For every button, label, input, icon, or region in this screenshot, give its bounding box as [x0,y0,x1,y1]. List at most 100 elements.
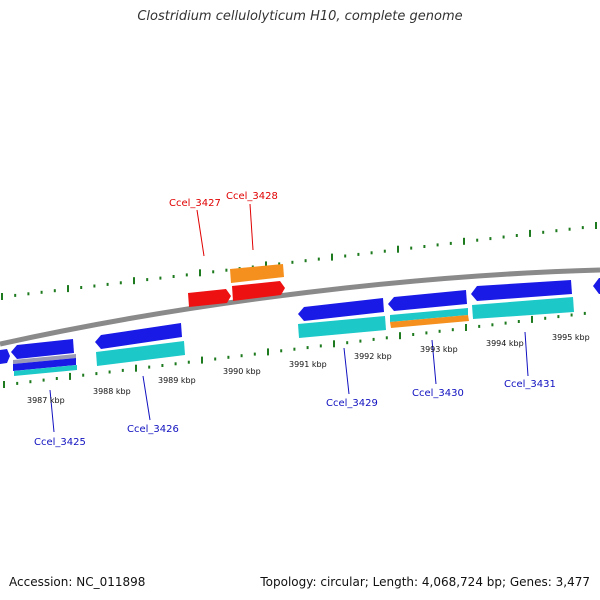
forward-tick [119,281,122,285]
forward-tick [185,273,188,277]
forward-tick [502,235,505,239]
reverse-tick [293,347,296,351]
gene-ccel-3428-orange-bar[interactable] [230,264,284,283]
forward-tick [397,245,399,253]
forward-tick [555,229,558,233]
forward-tick [93,284,96,288]
reverse-strand-features [0,278,600,376]
gene-label-ccel-3429[interactable]: Ccel_3429 [326,398,378,409]
reverse-tick [267,348,269,356]
reverse-tick [42,378,45,382]
gene-ccel-3426-arrow[interactable] [95,323,182,349]
reverse-tick [108,370,111,374]
gene-label-ccel-3427[interactable]: Ccel_3427 [169,198,221,209]
scale-label: 3989 kbp [158,376,196,385]
forward-tick [133,277,135,285]
leader-ccel-3428 [249,203,254,251]
reverse-tick [306,346,309,350]
reverse-tick [544,316,547,320]
leader-ccel-3430 [431,339,437,385]
forward-tick [172,275,175,278]
gene-labels: Ccel_3425 Ccel_3426 Ccel_3427 Ccel_3428 … [34,191,556,448]
forward-tick [225,268,228,272]
reverse-tick [16,381,19,385]
reverse-track-ticks [3,311,586,388]
gene-ccel-3429-cyan-bar[interactable] [298,316,386,338]
forward-tick [489,237,492,241]
genome-title: Clostridium cellulolyticum H10, complete… [137,9,463,24]
forward-tick [27,292,30,296]
gene-ccel-3430-orange-bar[interactable] [390,315,469,328]
forward-tick [212,270,215,274]
forward-track-ticks [1,222,597,300]
gene-ccel-3427-arrow[interactable] [188,289,231,307]
gene-ccel-3429-arrow[interactable] [298,298,384,321]
gene-label-ccel-3428[interactable]: Ccel_3428 [226,191,278,202]
forward-tick [370,251,373,255]
reverse-tick [372,337,375,341]
reverse-tick [517,320,520,323]
gene-ccel-3425-arrow[interactable] [11,339,74,359]
reverse-tick [240,354,243,358]
reverse-tick [135,364,137,372]
gene-ccel-3431-arrow[interactable] [471,280,572,301]
reverse-tick [121,368,124,372]
gene-label-ccel-3425[interactable]: Ccel_3425 [34,437,86,448]
forward-tick [357,252,360,256]
forward-tick [1,293,3,300]
gene-right-partial-arrow[interactable] [593,278,600,294]
gene-ccel-3430-arrow[interactable] [388,290,467,311]
scale-label: 3990 kbp [223,367,261,376]
gene-label-ccel-3426[interactable]: Ccel_3426 [127,424,179,435]
forward-tick [463,237,465,245]
gene-ccel-3425-band-cyan [14,365,77,376]
forward-tick [568,227,571,231]
reverse-tick [504,321,507,325]
forward-tick [67,285,69,293]
forward-strand-features [188,264,285,307]
reverse-tick [451,328,454,332]
reverse-tick [82,373,85,377]
reverse-tick [531,315,533,323]
forward-tick [40,290,43,294]
forward-tick [476,238,479,242]
reverse-tick [95,372,98,376]
reverse-tick [69,372,71,380]
gene-label-ccel-3431[interactable]: Ccel_3431 [504,379,556,390]
forward-tick [278,262,281,266]
forward-tick [146,278,149,282]
forward-tick [317,257,320,261]
reverse-tick [478,324,481,328]
scale-label: 3995 kbp [552,333,590,342]
forward-tick [304,259,307,263]
gene-ccel-3430-cyan-bar[interactable] [390,308,468,322]
leader-ccel-3425 [49,389,55,433]
gene-ccel-3426-cyan-bar[interactable] [96,341,185,366]
forward-tick [529,229,531,237]
genome-backbone [0,267,600,347]
reverse-tick [187,360,190,364]
reverse-tick [438,329,441,333]
reverse-tick [385,336,388,340]
scale-label: 3994 kbp [486,339,524,348]
reverse-tick [583,311,586,315]
genome-summary-text: Topology: circular; Length: 4,068,724 bp… [260,575,590,589]
reverse-tick [3,381,5,388]
forward-tick [581,226,584,230]
reverse-tick [227,355,230,359]
forward-tick [199,269,201,277]
gene-label-ccel-3430[interactable]: Ccel_3430 [412,388,464,399]
forward-tick [159,276,162,280]
reverse-tick [214,357,217,361]
scale-label: 3987 kbp [27,396,65,405]
scale-label: 3991 kbp [289,360,327,369]
reverse-tick [280,349,283,353]
gene-ccel-3428-arrow[interactable] [232,281,285,301]
reverse-tick [425,331,428,335]
gene-left-partial-arrow[interactable] [0,349,10,364]
reverse-tick [359,339,362,343]
forward-tick [423,245,426,248]
gene-ccel-3431-cyan-bar[interactable] [472,297,574,319]
forward-tick [515,234,518,237]
